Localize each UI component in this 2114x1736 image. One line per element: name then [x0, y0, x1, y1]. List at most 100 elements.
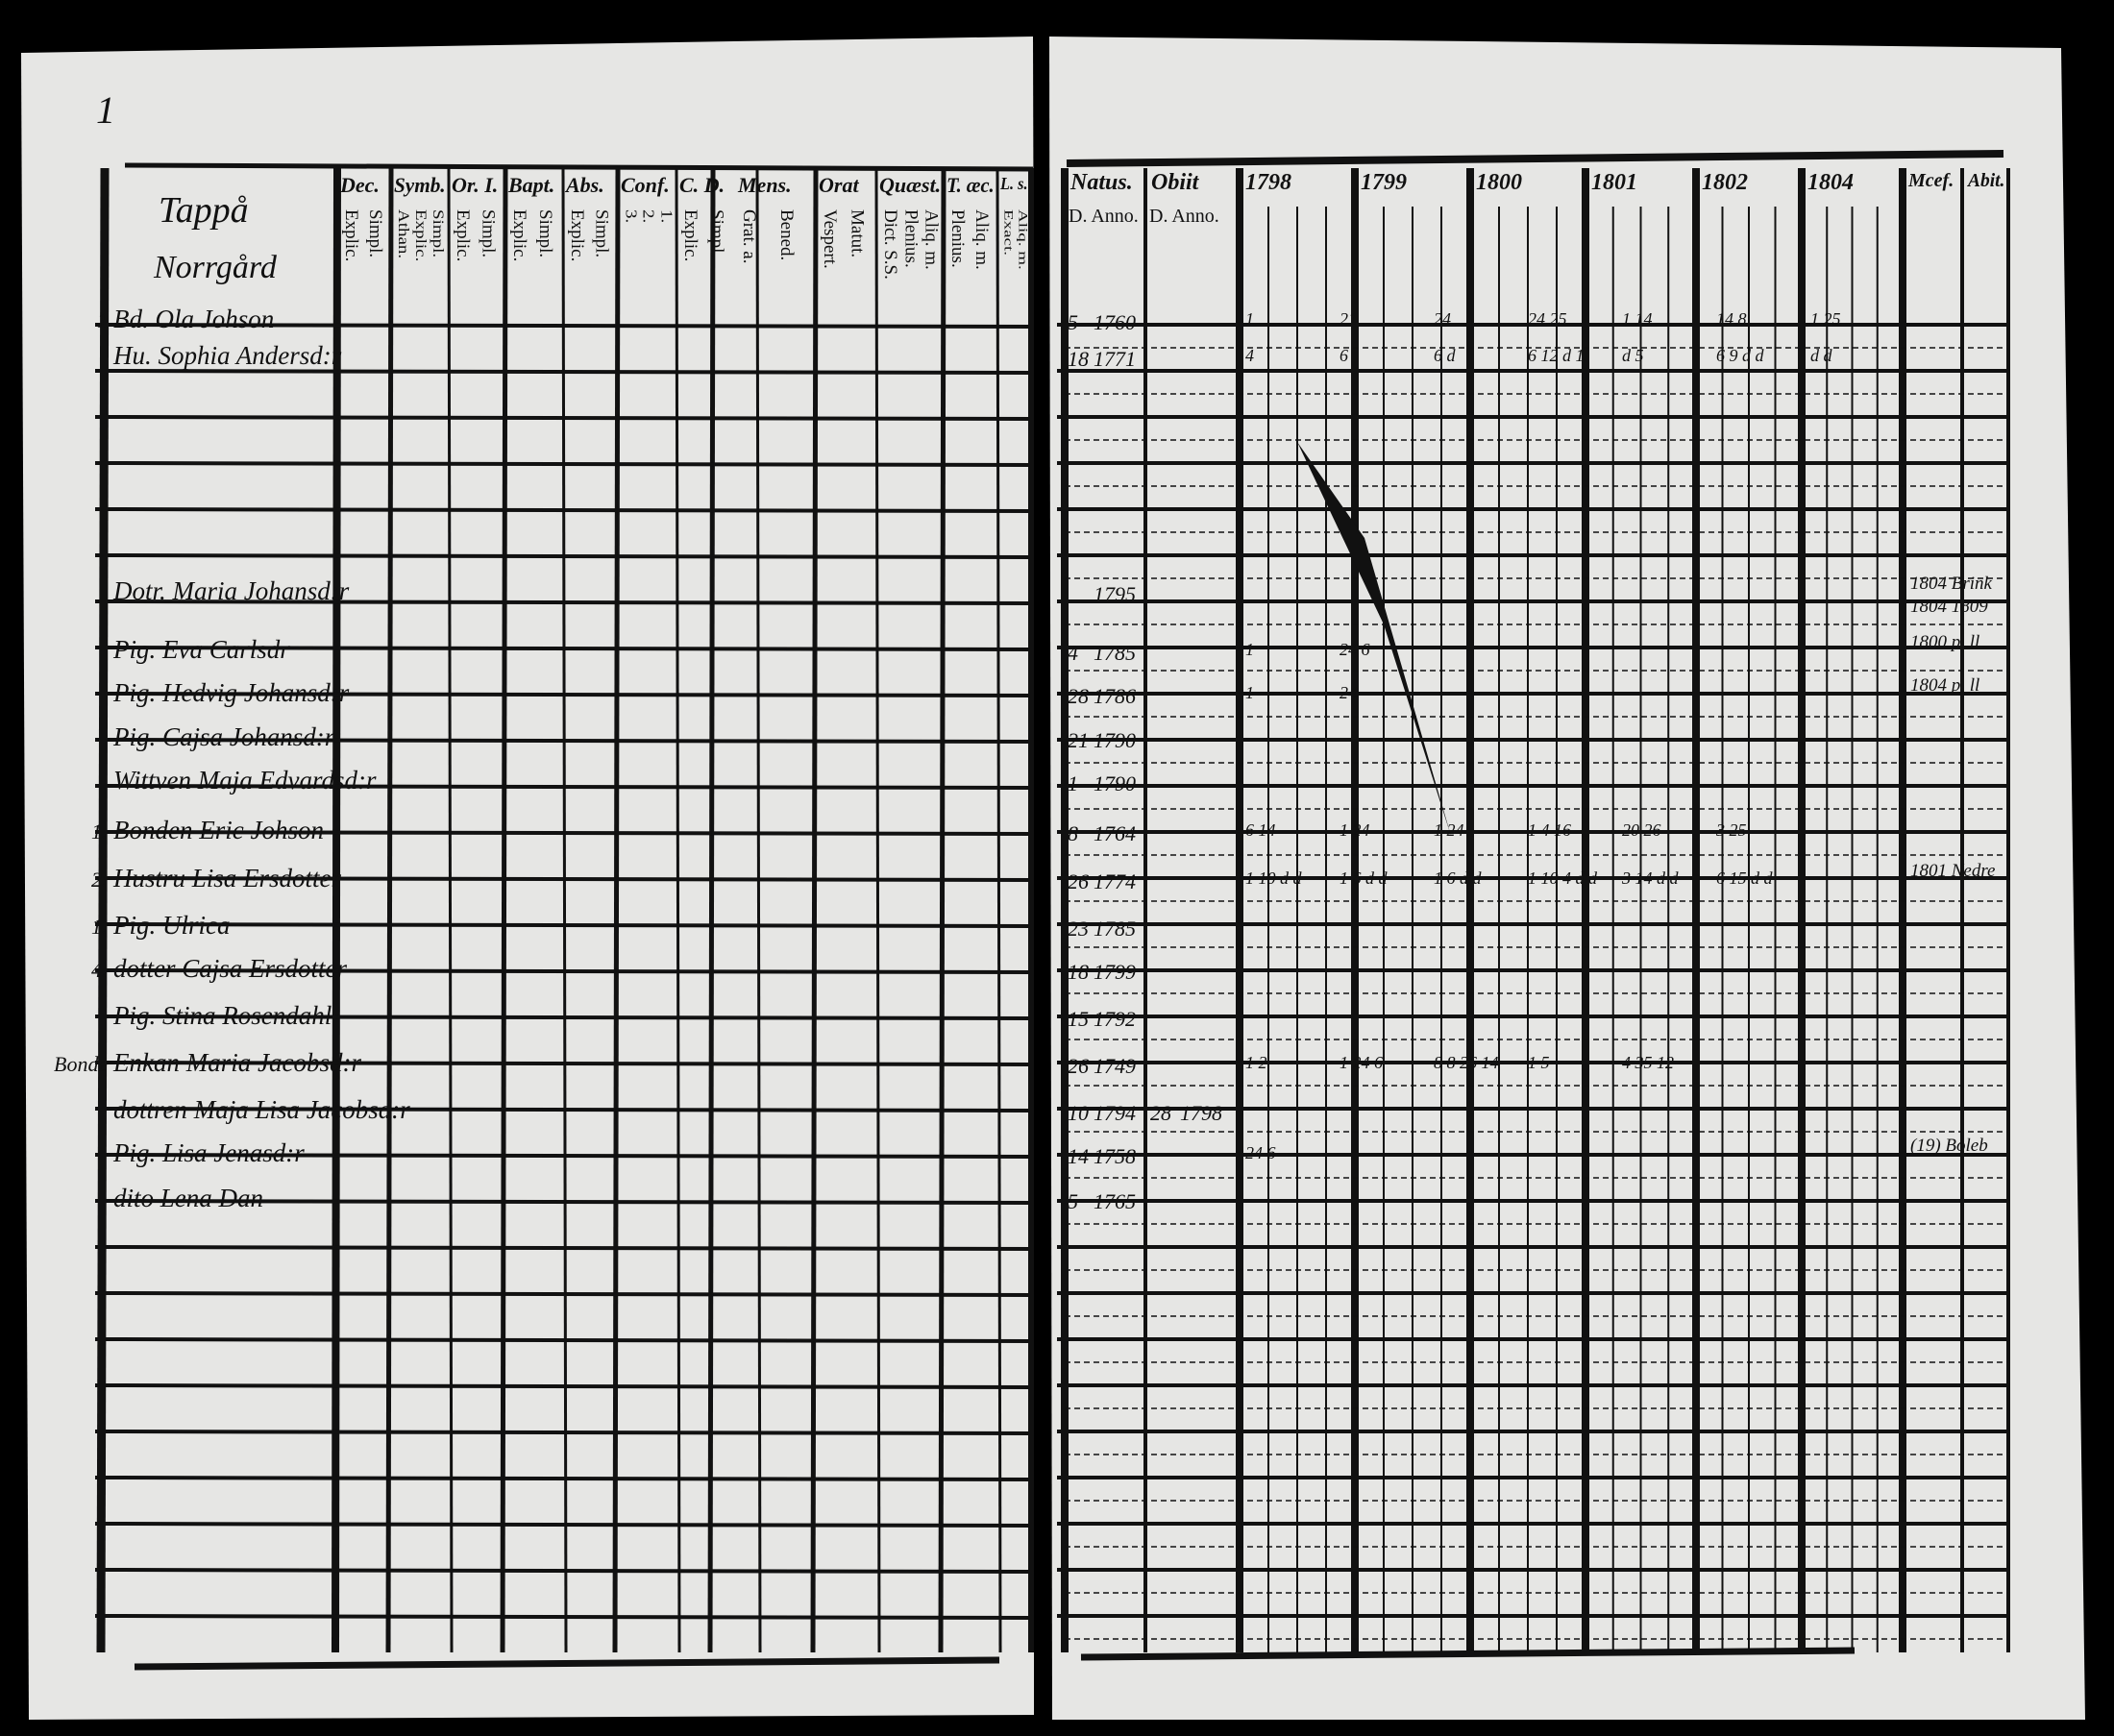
- natus-year: 1758: [1094, 1144, 1136, 1168]
- margin-note: 1804 p. ll: [1910, 675, 1980, 696]
- row-line: [94, 1476, 1032, 1481]
- column-subheader: D. Anno.: [1149, 206, 1219, 227]
- row-line: [94, 323, 1032, 329]
- column-subheader: Aliq. m.: [1015, 209, 1029, 270]
- natus-day: 4: [1068, 641, 1078, 665]
- entry-name: dito Lena Dan: [113, 1184, 264, 1212]
- natus-year: 1774: [1094, 869, 1136, 893]
- obiit-day: 28: [1150, 1101, 1171, 1125]
- column-subheader: Simpl.: [429, 209, 447, 258]
- column-header: T. æc.: [946, 173, 995, 197]
- year-mark: 6 15 d d: [1716, 868, 1773, 888]
- year-mark: 1 10 4 d d: [1528, 868, 1597, 888]
- left-column-line: [874, 167, 881, 1653]
- column-subheader: 2.: [639, 209, 657, 224]
- entry-prefix: Bonde: [54, 1052, 109, 1076]
- left-column-line: [810, 167, 819, 1653]
- natus-year: 1785: [1094, 641, 1136, 665]
- column-subheader: Bened.: [775, 209, 797, 261]
- column-subheader: 3.: [621, 209, 640, 224]
- column-subheader: D. Anno.: [1069, 206, 1139, 227]
- year-mark: 1 2: [1245, 1053, 1267, 1072]
- column-subheader: Explic.: [679, 209, 701, 262]
- entry-name: Pig. Ulrica: [113, 911, 231, 940]
- year-mark: 4: [1245, 346, 1254, 365]
- natus-year: 1792: [1094, 1007, 1136, 1031]
- year-mark: 1 14: [1622, 309, 1653, 329]
- row-line: [94, 1337, 1032, 1343]
- year-mark: 24 25: [1528, 309, 1567, 329]
- column-subheader: Explic.: [508, 209, 529, 262]
- natus-day: 26: [1068, 1054, 1089, 1078]
- entry-name: Pig. Eva Carlsdr: [113, 635, 290, 664]
- natus-day: 14: [1068, 1144, 1089, 1168]
- natus-day: 28: [1068, 684, 1089, 708]
- column-subheader: Simpl.: [706, 209, 727, 258]
- natus-year: 1794: [1094, 1101, 1136, 1125]
- natus-day: 8: [1068, 821, 1078, 845]
- entry-prefix: 1: [97, 308, 108, 332]
- column-subheader: Simpl.: [364, 209, 385, 258]
- column-subheader: Simpl.: [534, 209, 555, 258]
- year-mark: 14 8: [1716, 309, 1747, 329]
- row-line: [94, 1153, 1032, 1159]
- entry-prefix: 1.: [91, 819, 108, 844]
- entry-prefix: 2.: [91, 868, 108, 892]
- natus-day: 23: [1068, 917, 1089, 941]
- column-header: Symb.: [394, 173, 446, 197]
- row-line: [94, 1383, 1032, 1389]
- row-line: [94, 1522, 1032, 1528]
- margin-note: 1804 1809: [1910, 597, 1988, 617]
- left-column-line: [385, 167, 394, 1653]
- year-mark: 1 5: [1528, 1053, 1550, 1072]
- natus-day: 18: [1068, 960, 1089, 984]
- year-mark: 8 8 26 14: [1434, 1053, 1499, 1072]
- year-mark: 1: [1245, 683, 1254, 702]
- right-bottom-rule: [1080, 1647, 1856, 1661]
- year-mark: 6: [1340, 346, 1348, 365]
- column-header: Or. I.: [452, 173, 499, 197]
- row-line: [94, 507, 1032, 513]
- column-header: Abit.: [1968, 170, 2005, 191]
- row-line: [94, 692, 1032, 697]
- column-header: Orat: [819, 173, 859, 197]
- column-subheader: 1.: [656, 209, 675, 224]
- year-mark: 6 d: [1434, 346, 1456, 365]
- margin-note: 1800 p. ll: [1910, 632, 1980, 652]
- entry-name: Bonden Eric Johson: [113, 816, 324, 844]
- farm-name-line2: Norrgård: [154, 250, 277, 285]
- entry-prefix: 1.: [91, 915, 108, 939]
- year-mark: 20 26: [1622, 820, 1661, 840]
- margin-note: (19) Boleb: [1910, 1136, 1988, 1156]
- name-column-line: [332, 167, 341, 1653]
- margin-note: 1804 Brink: [1910, 574, 1992, 594]
- row-line: [94, 1568, 1032, 1574]
- row-line: [94, 1107, 1032, 1113]
- left-column-line: [500, 167, 508, 1653]
- row-line: [94, 738, 1032, 744]
- row-line: [94, 599, 1032, 605]
- entry-name: Bd. Ola Johson: [113, 305, 275, 333]
- entry-name: Pig. Stina Rosendahl: [113, 1001, 332, 1030]
- natus-year: 1799: [1094, 960, 1136, 984]
- column-subheader: Explic.: [411, 209, 430, 262]
- row-line: [94, 922, 1032, 928]
- left-bottom-rule: [134, 1656, 1000, 1671]
- natus-year: 1771: [1094, 347, 1136, 371]
- column-subheader: Plenius.: [900, 209, 922, 268]
- left-column-line: [675, 167, 681, 1653]
- year-mark: 1 4 16: [1528, 820, 1571, 840]
- row-line: [94, 968, 1032, 974]
- year-mark: 1 6 d d: [1434, 868, 1482, 888]
- left-column-line: [996, 167, 1002, 1653]
- natus-day: 21: [1068, 728, 1089, 752]
- year-mark: 6 12 d 1: [1528, 346, 1585, 365]
- row-line: [94, 461, 1032, 467]
- column-subheader: Explic.: [340, 209, 361, 262]
- row-line: [94, 369, 1032, 375]
- column-subheader: Simpl.: [591, 209, 612, 258]
- natus-day: 15: [1068, 1007, 1089, 1031]
- year-mark: 1 10 d d: [1245, 868, 1302, 888]
